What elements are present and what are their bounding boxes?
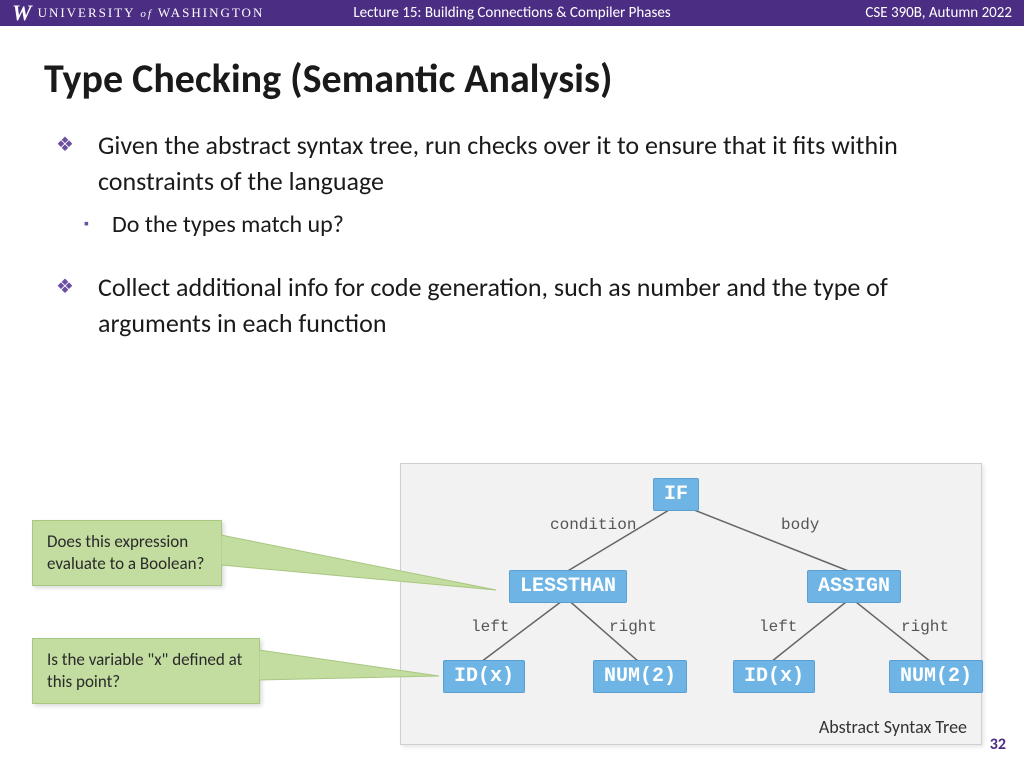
edge-left1: left — [471, 618, 509, 636]
diagram-caption: Abstract Syntax Tree — [819, 716, 967, 738]
w-logo-icon: W — [12, 0, 32, 26]
edge-body: body — [781, 516, 819, 534]
university-name: UNIVERSITY of WASHINGTON — [38, 5, 265, 21]
ast-diagram: IF LESSTHAN ASSIGN ID(x) NUM(2) ID(x) NU… — [400, 463, 982, 745]
edge-right2: right — [901, 618, 949, 636]
slide-title: Type Checking (Semantic Analysis) — [44, 54, 1024, 103]
callout-boolean: Does this expression evaluate to a Boole… — [32, 520, 222, 586]
edge-left2: left — [759, 618, 797, 636]
node-idx2: ID(x) — [733, 660, 815, 693]
node-idx1: ID(x) — [443, 660, 525, 693]
node-num1: NUM(2) — [593, 660, 687, 693]
node-assign: ASSIGN — [807, 570, 901, 603]
node-num2: NUM(2) — [889, 660, 983, 693]
page-number: 32 — [990, 735, 1006, 754]
slide-header: W UNIVERSITY of WASHINGTON Lecture 15: B… — [0, 0, 1024, 26]
callout-variable: Is the variable "x" defined at this poin… — [32, 638, 260, 704]
node-if: IF — [653, 478, 699, 511]
edge-condition: condition — [550, 516, 636, 534]
bullet-1: Given the abstract syntax tree, run chec… — [98, 127, 964, 200]
content-area: Given the abstract syntax tree, run chec… — [0, 127, 1024, 342]
bullet-2: Collect additional info for code generat… — [98, 269, 964, 342]
university-logo: W UNIVERSITY of WASHINGTON — [12, 0, 264, 26]
edge-right1: right — [609, 618, 657, 636]
lecture-title: Lecture 15: Building Connections & Compi… — [353, 4, 670, 22]
node-lessthan: LESSTHAN — [509, 570, 627, 603]
bullet-1-sub: Do the types match up? — [112, 210, 964, 239]
course-code: CSE 390B, Autumn 2022 — [865, 4, 1012, 22]
